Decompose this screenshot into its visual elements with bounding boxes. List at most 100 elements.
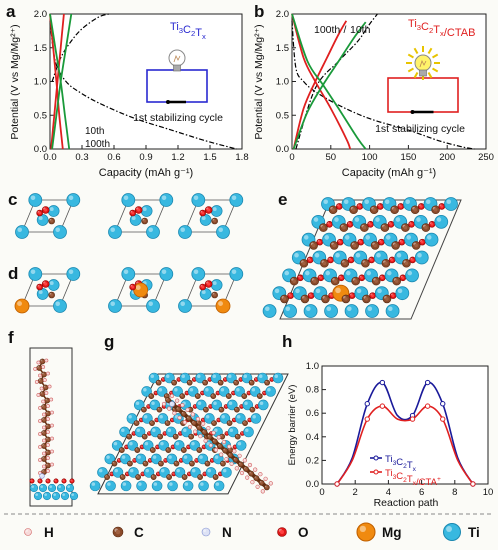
atom-ti bbox=[105, 480, 116, 492]
unit-cell bbox=[178, 267, 244, 314]
atom-o bbox=[356, 203, 364, 210]
panel-label-h: h bbox=[282, 332, 293, 351]
atom-c bbox=[119, 474, 126, 480]
atom-ti bbox=[211, 399, 223, 411]
atom-ti bbox=[182, 453, 193, 465]
atom-o bbox=[367, 220, 374, 228]
x-tick-label: 10 bbox=[483, 487, 494, 498]
atom-c bbox=[45, 410, 51, 417]
atom-ti bbox=[42, 491, 52, 501]
atom-h bbox=[42, 464, 46, 469]
atom-o bbox=[368, 256, 375, 264]
panel-label-d: d bbox=[8, 264, 19, 283]
atom-c bbox=[369, 205, 379, 215]
legend-formula: Ti3C2Tx bbox=[170, 21, 206, 41]
y-axis-label: Energy barrier (eV) bbox=[287, 385, 298, 466]
atom-c bbox=[351, 276, 360, 286]
atom-ti bbox=[134, 426, 146, 438]
atom-c bbox=[217, 443, 223, 449]
atom-c bbox=[39, 358, 46, 365]
atom-c bbox=[157, 433, 164, 440]
atom-legend-item-c: C bbox=[112, 525, 144, 540]
atom-o bbox=[388, 256, 396, 264]
atom-c bbox=[234, 433, 241, 440]
atom-ti bbox=[141, 386, 152, 397]
atom-c bbox=[180, 410, 187, 417]
structure-f bbox=[29, 347, 79, 507]
data-point bbox=[440, 416, 446, 422]
x-tick-label: 100 bbox=[362, 152, 378, 163]
atom-c bbox=[421, 223, 431, 232]
atom-ti bbox=[151, 480, 163, 492]
atom-ti bbox=[210, 279, 223, 291]
atom-ti bbox=[189, 440, 200, 451]
atom-c bbox=[289, 276, 299, 286]
atom-ti bbox=[119, 426, 130, 438]
atom-ti bbox=[36, 214, 49, 226]
atom-c bbox=[173, 460, 180, 467]
annotation-100th: 100th bbox=[85, 139, 110, 150]
atom-h bbox=[38, 406, 42, 410]
atom-ti bbox=[414, 250, 429, 265]
x-tick-label: 4 bbox=[386, 487, 391, 498]
atom-c bbox=[225, 393, 232, 400]
x-tick-label: 1.8 bbox=[235, 152, 248, 163]
atom-o bbox=[37, 478, 43, 484]
atom-o bbox=[398, 238, 406, 246]
atom-c bbox=[410, 205, 420, 215]
unit-cell bbox=[14, 267, 81, 314]
y-tick-label: 2.0 bbox=[34, 9, 47, 20]
atom-c bbox=[380, 223, 390, 232]
atom-ti bbox=[89, 480, 101, 492]
atom-ti bbox=[243, 426, 254, 438]
atom-c bbox=[135, 474, 142, 480]
atom-c bbox=[41, 371, 47, 378]
series-line-4 bbox=[291, 13, 367, 150]
atom-ti bbox=[434, 214, 449, 229]
atom-c bbox=[191, 420, 197, 426]
atom-ti bbox=[53, 225, 67, 239]
atom-o bbox=[399, 274, 407, 282]
atom-c bbox=[45, 462, 51, 469]
atom-c bbox=[319, 223, 328, 232]
atom-c bbox=[141, 433, 148, 440]
atom-o bbox=[346, 220, 354, 228]
atom-ti bbox=[205, 467, 217, 478]
legend-formula: Ti3C2Tx bbox=[385, 454, 417, 473]
atom-o bbox=[316, 238, 324, 246]
atom-h bbox=[213, 447, 219, 453]
structure-panels-fg bbox=[29, 347, 289, 507]
atom-c bbox=[158, 460, 164, 467]
atom-ti bbox=[28, 267, 43, 281]
panel-label-f: f bbox=[8, 328, 14, 347]
data-point bbox=[409, 416, 416, 422]
atom-ti bbox=[182, 480, 194, 492]
atom-ti bbox=[28, 193, 43, 207]
atom-h bbox=[263, 476, 268, 481]
atom-c bbox=[186, 379, 193, 386]
annotation-stabilizing: 1st stabilizing cycle bbox=[133, 112, 223, 124]
atom-c bbox=[382, 294, 392, 304]
atom-h bbox=[245, 475, 250, 480]
atom-ti bbox=[166, 453, 178, 465]
atom-ti bbox=[159, 193, 174, 207]
atom-o bbox=[408, 220, 415, 228]
atom-c bbox=[48, 291, 55, 299]
atom-ti bbox=[174, 467, 186, 478]
atom-c bbox=[248, 470, 255, 477]
atom-c bbox=[203, 406, 209, 413]
series-line-0 bbox=[336, 381, 474, 485]
atom-c bbox=[141, 217, 148, 225]
atom-c bbox=[48, 217, 55, 225]
lit-bulb-icon bbox=[406, 46, 440, 80]
atom-ti bbox=[198, 480, 209, 492]
atom-c bbox=[249, 406, 256, 413]
atom-c bbox=[188, 433, 195, 440]
atom-h bbox=[50, 436, 54, 441]
atom-o bbox=[418, 238, 426, 246]
annotation-sep: / bbox=[344, 24, 347, 36]
atom-c bbox=[253, 475, 260, 482]
atom-c bbox=[241, 393, 248, 400]
atom-ti bbox=[191, 267, 206, 281]
atom-h bbox=[260, 489, 265, 494]
